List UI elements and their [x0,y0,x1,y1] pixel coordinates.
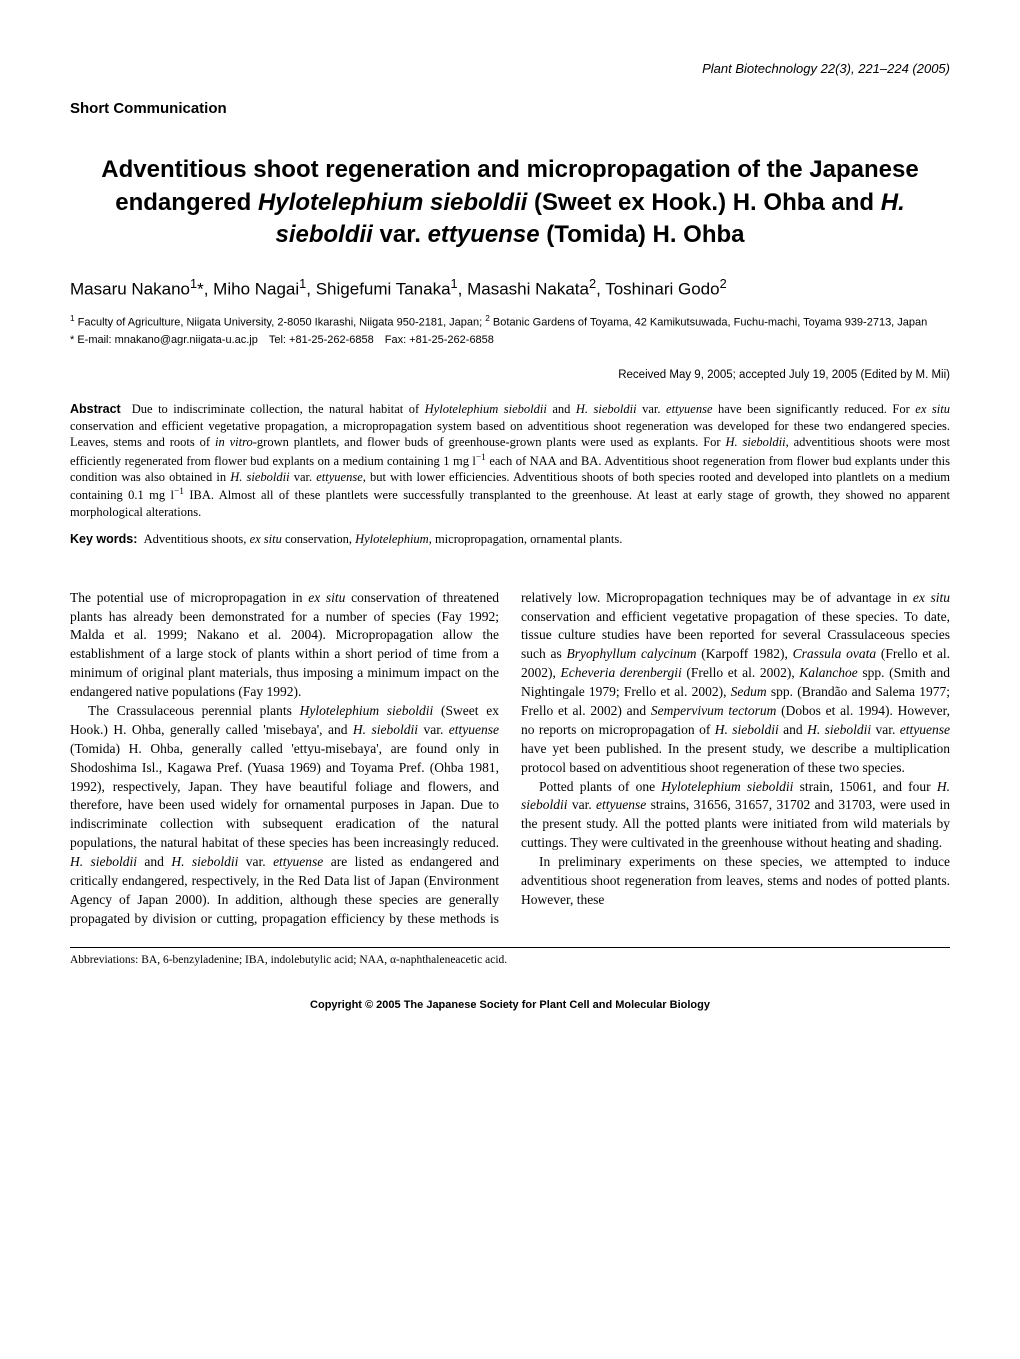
received-date: Received May 9, 2005; accepted July 19, … [70,367,950,383]
abbreviations: Abbreviations: BA, 6-benzyladenine; IBA,… [70,952,950,968]
abstract-block: Abstract Due to indiscriminate collectio… [70,401,950,521]
keywords-label: Key words: [70,532,137,546]
article-title: Adventitious shoot regeneration and micr… [95,154,925,251]
body-text: The potential use of micropropagation in… [70,589,950,929]
affiliations: 1 Faculty of Agriculture, Niigata Univer… [70,313,950,332]
journal-header: Plant Biotechnology 22(3), 221–224 (2005… [70,60,950,78]
section-label: Short Communication [70,98,950,119]
body-paragraph: Potted plants of one Hylotelephium siebo… [521,778,950,854]
copyright: Copyright © 2005 The Japanese Society fo… [70,998,950,1013]
correspondence: * E-mail: mnakano@agr.niigata-u.ac.jp Te… [70,333,950,348]
keywords-block: Key words: Adventitious shoots, ex situ … [70,531,950,549]
abstract-label: Abstract [70,402,121,416]
body-paragraph: The potential use of micropropagation in… [70,589,499,702]
body-paragraph: In preliminary experiments on these spec… [521,853,950,910]
abstract-text: Due to indiscriminate collection, the na… [70,402,950,520]
footnote-rule [70,947,950,948]
keywords-text: Adventitious shoots, ex situ conservatio… [144,532,623,546]
authors: Masaru Nakano1*, Miho Nagai1, Shigefumi … [70,275,950,302]
